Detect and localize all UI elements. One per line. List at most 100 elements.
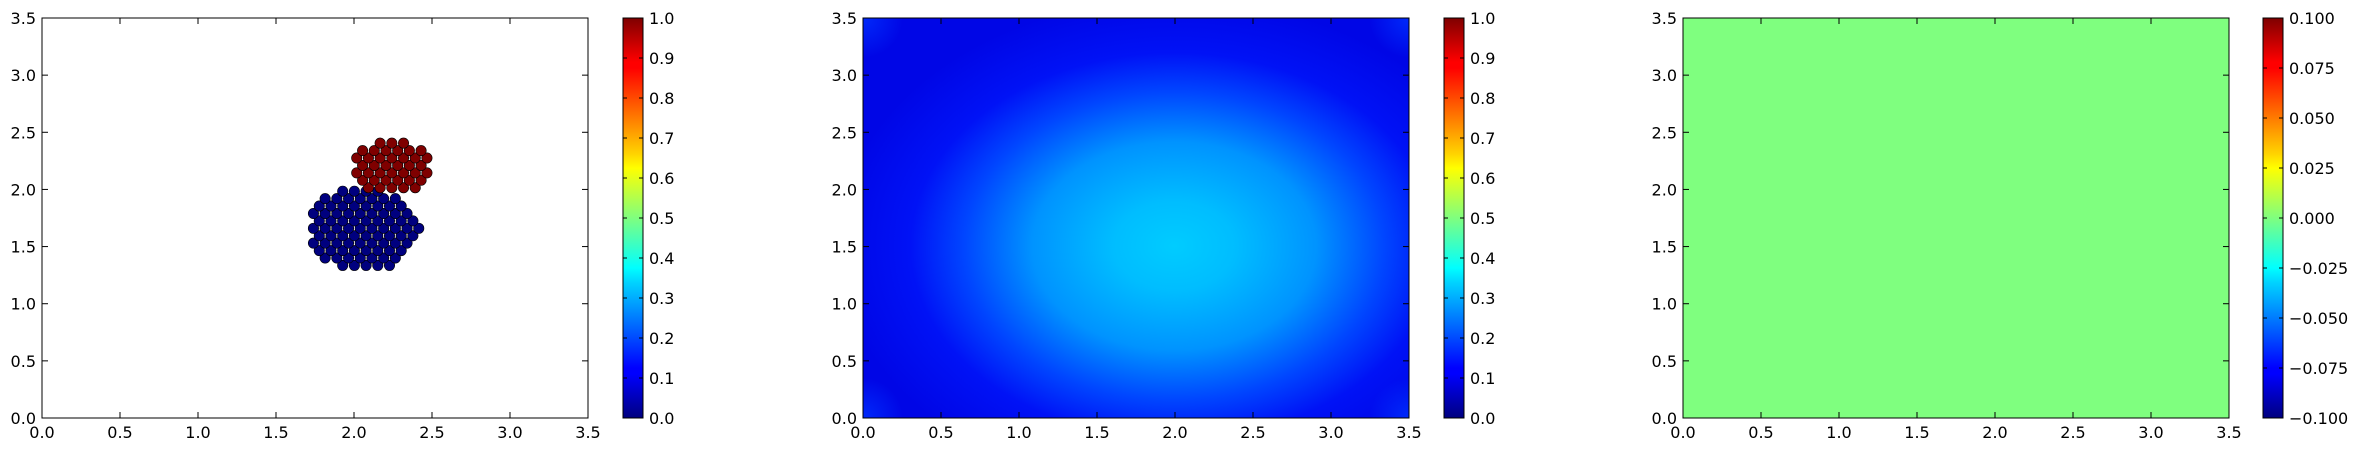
colorbar-tick-label: 0.6 [1470, 169, 1495, 188]
panel-2-corner-glow-bl [863, 378, 903, 418]
x-tick-label: 0.5 [928, 423, 953, 442]
scatter-point [354, 237, 366, 249]
scatter-point [360, 230, 372, 242]
scatter-point [403, 174, 415, 186]
scatter-point [413, 222, 425, 234]
panel-2-axes: 0.0 0.5 1.0 1.5 2.0 2.5 3.0 3.5 0.0 0.5 1.0 1.5 2.0 2… [832, 9, 1422, 442]
scatter-point [348, 200, 360, 212]
colorbar-tick-label: 0.0 [1470, 409, 1495, 428]
scatter-point [313, 200, 325, 212]
y-tick-label: 0.0 [832, 409, 857, 428]
scatter-point [354, 252, 366, 264]
scatter-point [398, 182, 410, 194]
scatter-point [307, 237, 319, 249]
scatter-point [337, 245, 349, 257]
x-tick-label: 2.0 [1162, 423, 1187, 442]
scatter-point [403, 145, 415, 157]
scatter-point [343, 207, 355, 219]
scatter-point [331, 252, 343, 264]
scatter-point [360, 259, 372, 271]
panel-1-markers [307, 137, 433, 271]
y-tick-label: 1.5 [1652, 238, 1677, 257]
x-tick-label: 3.0 [497, 423, 522, 442]
scatter-point [337, 230, 349, 242]
scatter-point [348, 259, 360, 271]
scatter-point [383, 230, 395, 242]
scatter-point [398, 137, 410, 149]
scatter-point [360, 245, 372, 257]
y-tick-label: 2.0 [832, 180, 857, 199]
y-tick-label: 0.0 [1652, 409, 1677, 428]
x-tick-label: 3.0 [2138, 423, 2163, 442]
scatter-point [337, 215, 349, 227]
panel-2-corner-glow-tr [1369, 18, 1409, 58]
colorbar-tick-label: 0.8 [649, 89, 674, 108]
scatter-point [351, 167, 363, 179]
scatter-point [319, 237, 331, 249]
scatter-point [407, 230, 419, 242]
x-tick-label: 1.0 [1826, 423, 1851, 442]
colorbar-tick-label: 0.025 [2289, 159, 2335, 178]
x-tick-label: 3.0 [1318, 423, 1343, 442]
scatter-point [383, 200, 395, 212]
colorbar-tick-label: 0.100 [2289, 9, 2335, 28]
scatter-point [307, 207, 319, 219]
colorbar-tick-label: −0.050 [2289, 309, 2348, 328]
colorbar-tick-label: 0.3 [1470, 289, 1495, 308]
y-tick-label: 0.5 [832, 352, 857, 371]
x-tick-label: 1.5 [1904, 423, 1929, 442]
panel-2-field-fill [863, 18, 1409, 418]
scatter-point [313, 245, 325, 257]
scatter-point [331, 237, 343, 249]
scatter-point [360, 215, 372, 227]
colorbar-tick-label: −0.100 [2289, 409, 2348, 428]
y-tick-label: 2.0 [1652, 180, 1677, 199]
panel-3-field-fill [1683, 18, 2229, 418]
scatter-point [392, 145, 404, 157]
scatter-point [362, 182, 374, 194]
scatter-point [337, 185, 349, 197]
panel-3-colorbar-ticks: −0.100 −0.075 −0.050 −0.025 0.000 0.025 0.050 0… [2263, 9, 2348, 428]
scatter-point [366, 207, 378, 219]
scatter-point [378, 193, 390, 205]
scatter-point [392, 174, 404, 186]
scatter-point [383, 259, 395, 271]
scatter-point [372, 259, 384, 271]
x-tick-label: 1.0 [1006, 423, 1031, 442]
y-tick-label: 3.0 [11, 66, 36, 85]
y-tick-label: 3.5 [11, 9, 36, 28]
panel-2-axes-frame [862, 17, 1410, 419]
x-tick-label: 1.0 [185, 423, 210, 442]
x-tick-label: 3.5 [2216, 423, 2241, 442]
y-tick-label: 0.5 [1652, 352, 1677, 371]
colorbar-tick-label: 0.3 [649, 289, 674, 308]
colorbar-tick-label: 0.2 [1470, 329, 1495, 348]
colorbar-tick-label: 0.0 [649, 409, 674, 428]
x-tick-label: 2.5 [419, 423, 444, 442]
scatter-point [409, 152, 421, 164]
scatter-point [319, 193, 331, 205]
scatter-point [354, 207, 366, 219]
colorbar-tick-label: 0.9 [1470, 49, 1495, 68]
y-tick-label: 1.0 [11, 295, 36, 314]
y-tick-label: 2.5 [11, 123, 36, 142]
scatter-point [325, 200, 337, 212]
scatter-point [372, 245, 384, 257]
scatter-point [348, 230, 360, 242]
y-tick-label: 1.0 [832, 295, 857, 314]
y-tick-label: 2.5 [1652, 123, 1677, 142]
scatter-point [357, 159, 369, 171]
scatter-point [319, 222, 331, 234]
x-tick-label: 3.5 [575, 423, 600, 442]
scatter-point [366, 237, 378, 249]
scatter-point [409, 167, 421, 179]
x-tick-label: 0.5 [1748, 423, 1773, 442]
y-tick-label: 1.5 [832, 238, 857, 257]
scatter-point [354, 193, 366, 205]
x-tick-label: 0.0 [1670, 423, 1695, 442]
scatter-point [386, 152, 398, 164]
scatter-point [395, 245, 407, 257]
colorbar-tick-label: 0.050 [2289, 109, 2335, 128]
panel-2-corner-glow-br [1369, 378, 1409, 418]
scatter-point [372, 230, 384, 242]
